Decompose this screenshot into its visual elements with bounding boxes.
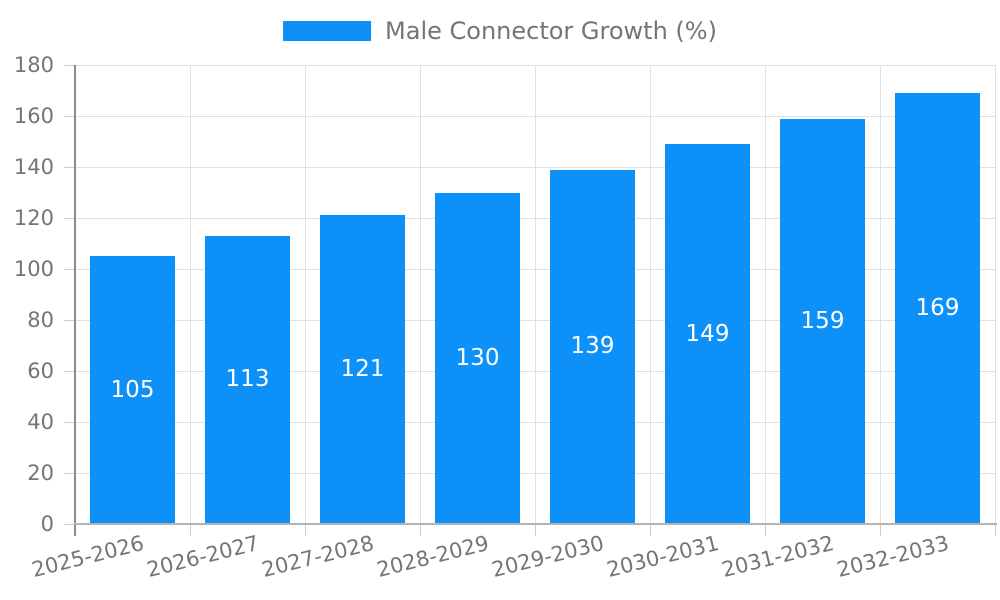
y-tick-mark: [64, 269, 75, 270]
bar[interactable]: 121: [320, 215, 405, 524]
bar[interactable]: 105: [90, 256, 175, 524]
bar[interactable]: 149: [665, 144, 750, 524]
x-tick-mark: [765, 524, 766, 536]
legend-swatch-icon: [283, 21, 372, 41]
y-axis-line: [74, 65, 76, 536]
y-tick-mark: [64, 167, 75, 168]
y-tick-mark: [64, 473, 75, 474]
bar-value-label: 121: [340, 356, 385, 383]
y-tick-label: 180: [13, 53, 54, 77]
x-tick-label: 2025-2026: [29, 531, 147, 582]
bar[interactable]: 113: [205, 235, 290, 524]
y-tick-label: 0: [40, 512, 54, 536]
bar[interactable]: 130: [435, 192, 520, 524]
y-tick-mark: [64, 116, 75, 117]
y-tick-mark: [64, 218, 75, 219]
bar-value-label: 169: [915, 295, 960, 322]
y-tick-label: 20: [27, 461, 54, 485]
y-tick-label: 160: [13, 104, 54, 128]
y-tick-label: 120: [13, 206, 54, 230]
x-tick-mark: [880, 524, 881, 536]
gridline-vertical: [995, 65, 996, 524]
bar-value-label: 105: [110, 376, 155, 403]
gridline-vertical: [190, 65, 191, 524]
x-tick-label: 2032-2033: [834, 531, 952, 582]
chart-legend[interactable]: Male Connector Growth (%): [283, 17, 717, 45]
bar[interactable]: 139: [550, 169, 635, 524]
x-tick-mark: [305, 524, 306, 536]
gridline-vertical: [305, 65, 306, 524]
y-tick-label: 40: [27, 410, 54, 434]
bar-value-label: 130: [455, 344, 500, 371]
x-tick-mark: [190, 524, 191, 536]
bar-value-label: 139: [570, 333, 615, 360]
y-tick-label: 60: [27, 359, 54, 383]
y-tick-label: 100: [13, 257, 54, 281]
y-tick-label: 140: [13, 155, 54, 179]
x-axis: 2025-2026 2026-2027 2027-2028 2028-2029 2029…: [29, 524, 995, 600]
y-tick-mark: [64, 371, 75, 372]
y-tick-mark: [64, 65, 75, 66]
x-tick-label: 2028-2029: [374, 531, 492, 582]
x-tick-label: 2031-2032: [719, 531, 837, 582]
x-axis-line: [74, 523, 997, 525]
x-tick-mark: [420, 524, 421, 536]
x-tick-label: 2026-2027: [144, 531, 262, 582]
y-tick-mark: [64, 524, 75, 525]
y-tick-mark: [64, 422, 75, 423]
bar-value-label: 113: [225, 366, 270, 393]
y-tick-label: 80: [27, 308, 54, 332]
bar-value-label: 159: [800, 307, 845, 334]
y-tick-mark: [64, 320, 75, 321]
bar[interactable]: 169: [895, 93, 980, 524]
gridline-vertical: [535, 65, 536, 524]
gridline-vertical: [765, 65, 766, 524]
x-tick-mark: [535, 524, 536, 536]
x-tick-mark: [995, 524, 996, 536]
gridline-vertical: [420, 65, 421, 524]
plot-area: 105 113 121 130 139 149 159 169: [64, 65, 997, 536]
x-tick-label: 2027-2028: [259, 531, 377, 582]
bar[interactable]: 159: [780, 118, 865, 524]
x-tick-label: 2030-2031: [604, 531, 722, 582]
bar-value-label: 149: [685, 320, 730, 347]
y-axis: 0 20 40 60 80 100 120 140 160 180: [0, 53, 64, 536]
gridline-vertical: [650, 65, 651, 524]
legend-series-label: Male Connector Growth (%): [385, 17, 717, 45]
x-tick-label: 2029-2030: [489, 531, 607, 582]
x-tick-mark: [650, 524, 651, 536]
gridline-vertical: [880, 65, 881, 524]
